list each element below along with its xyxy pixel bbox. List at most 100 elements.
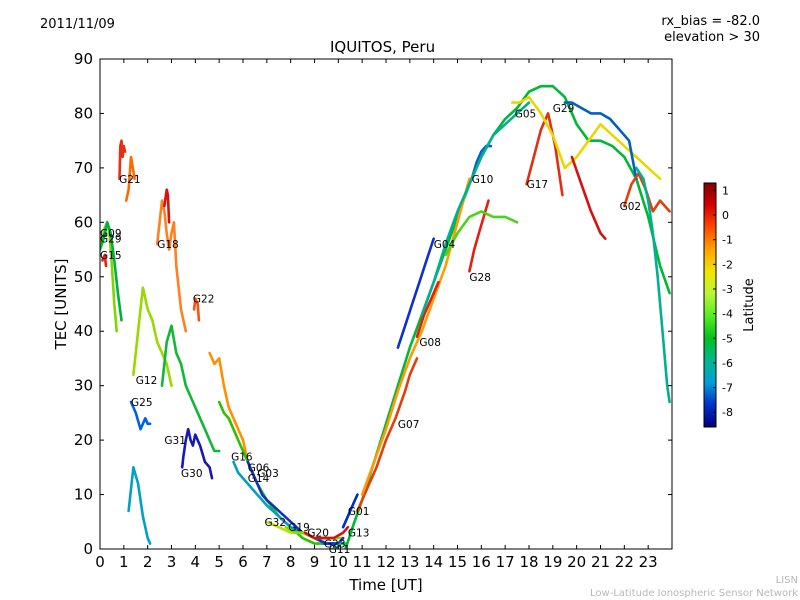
y-tick-label: 90 [74, 50, 93, 68]
label-G12: G12 [136, 375, 158, 387]
x-tick-label: 9 [310, 553, 320, 571]
label-G06: G06 [248, 462, 270, 474]
label-G11: G11 [329, 544, 351, 556]
axes: 0 1 2 3 4 5 6 7 8 9 10 11 12 13 14 15 16 17 18 19 20 21 22 2301… [52, 50, 673, 594]
x-tick-label: 15 [448, 553, 467, 571]
colorbar: 1 0 -1 -2 -3 -4 -5 -6 -7 -8 Latitude [703, 182, 757, 428]
series-G29 [100, 221, 123, 322]
label-G07: G07 [398, 419, 420, 431]
colorbar-tick-label: -6 [722, 357, 733, 370]
colorbar-tick-label: -1 [722, 234, 733, 247]
x-tick-label: 1 [119, 553, 129, 571]
label-G21: G21 [119, 174, 141, 186]
x-tick-label: 14 [424, 553, 443, 571]
series-G25 [129, 400, 152, 431]
plot-area: G21G09G29G15G18G22G12G25G31G30G16G06G03G… [100, 84, 671, 556]
y-tick-label: 40 [74, 322, 93, 340]
x-tick-label: 17 [496, 553, 515, 571]
footer-network: Low-Latitude Ionospheric Sensor Network [590, 588, 798, 599]
footer-credit: LISN Low-Latitude Ionospheric Sensor Net… [590, 574, 798, 600]
y-tick-label: 70 [74, 159, 93, 177]
label-G04: G04 [434, 239, 456, 251]
series-G21b [570, 155, 607, 240]
x-tick-label: 16 [472, 553, 491, 571]
series-G23 [322, 536, 345, 545]
series-G15b [124, 155, 136, 202]
x-tick-label: 8 [286, 553, 296, 571]
x-tick-label: 10 [329, 553, 348, 571]
x-tick-label: 11 [353, 553, 372, 571]
label-G13: G13 [348, 528, 370, 540]
series-G13 [344, 84, 671, 549]
colorbar-label: Latitude [742, 278, 757, 332]
label-G23: G23 [324, 539, 346, 551]
x-tick-label: 3 [167, 553, 177, 571]
colorbar-tick-label: 0 [722, 209, 729, 222]
x-tick-label: 13 [400, 553, 419, 571]
x-axis-label: Time [UT] [348, 576, 422, 594]
series-G14 [246, 460, 340, 545]
series-G04b [415, 280, 440, 339]
x-tick-label: 4 [191, 553, 201, 571]
chart-date: 2011/11/09 [40, 17, 115, 32]
colorbar-tick-label: 1 [722, 184, 729, 197]
series-G21 [118, 139, 127, 181]
x-tick-label: 18 [519, 553, 538, 571]
series-G30 [180, 427, 214, 480]
x-tick-label: 6 [238, 553, 248, 571]
label-G08: G08 [419, 337, 441, 349]
y-tick-label: 10 [74, 486, 93, 504]
label-G15: G15 [100, 250, 122, 262]
label-G18: G18 [157, 239, 179, 251]
elevation-label: elevation > 30 [664, 30, 760, 45]
label-G02: G02 [620, 201, 642, 213]
x-tick-label: 19 [543, 553, 562, 571]
label-G16: G16 [231, 451, 253, 463]
y-tick-label: 60 [74, 213, 93, 231]
chart-title: IQUITOS, Peru [330, 38, 436, 56]
label-G19: G19 [288, 522, 310, 534]
label-G32: G32 [265, 517, 287, 529]
rx-bias-label: rx_bias = -82.0 [661, 14, 760, 29]
series-G04 [396, 237, 436, 349]
colorbar-tick-label: -4 [722, 308, 733, 321]
label-G03: G03 [257, 468, 279, 480]
colorbar-tick-label: -8 [722, 406, 733, 419]
label-G05: G05 [515, 108, 537, 120]
x-tick-label: 23 [639, 553, 658, 571]
x-tick-label: 12 [376, 553, 395, 571]
label-G17: G17 [527, 179, 549, 191]
chart-parameters: rx_bias = -82.0 elevation > 30 [661, 14, 760, 46]
colorbar-tick-label: -5 [722, 332, 733, 345]
colorbar-tick-label: -7 [722, 382, 733, 395]
series-G12 [132, 286, 173, 388]
series-G25b [127, 465, 152, 545]
series-G28 [468, 199, 490, 273]
label-G25: G25 [131, 397, 153, 409]
label-G29: G29 [553, 103, 575, 115]
label-G09: G09 [100, 228, 122, 240]
y-tick-label: 80 [74, 104, 93, 122]
label-G10: G10 [472, 174, 494, 186]
x-tick-label: 22 [615, 553, 634, 571]
label-G22: G22 [193, 294, 215, 306]
y-tick-label: 0 [83, 540, 93, 558]
series-G31 [160, 324, 221, 453]
y-tick-label: 30 [74, 377, 93, 395]
series-G16 [208, 351, 254, 475]
y-tick-label: 50 [74, 268, 93, 286]
series-G18b [163, 188, 171, 224]
x-tick-label: 5 [214, 553, 224, 571]
series-G01 [341, 493, 359, 529]
footer-lisn: LISN [775, 575, 798, 586]
label-G20: G20 [307, 528, 329, 540]
label-G30: G30 [181, 468, 203, 480]
series-G05 [420, 101, 531, 317]
series-G20 [303, 525, 350, 540]
series-G20b [563, 101, 638, 181]
x-tick-label: 21 [591, 553, 610, 571]
label-G29: G29 [100, 234, 122, 246]
label-G31: G31 [164, 435, 186, 447]
x-tick-label: 20 [567, 553, 586, 571]
